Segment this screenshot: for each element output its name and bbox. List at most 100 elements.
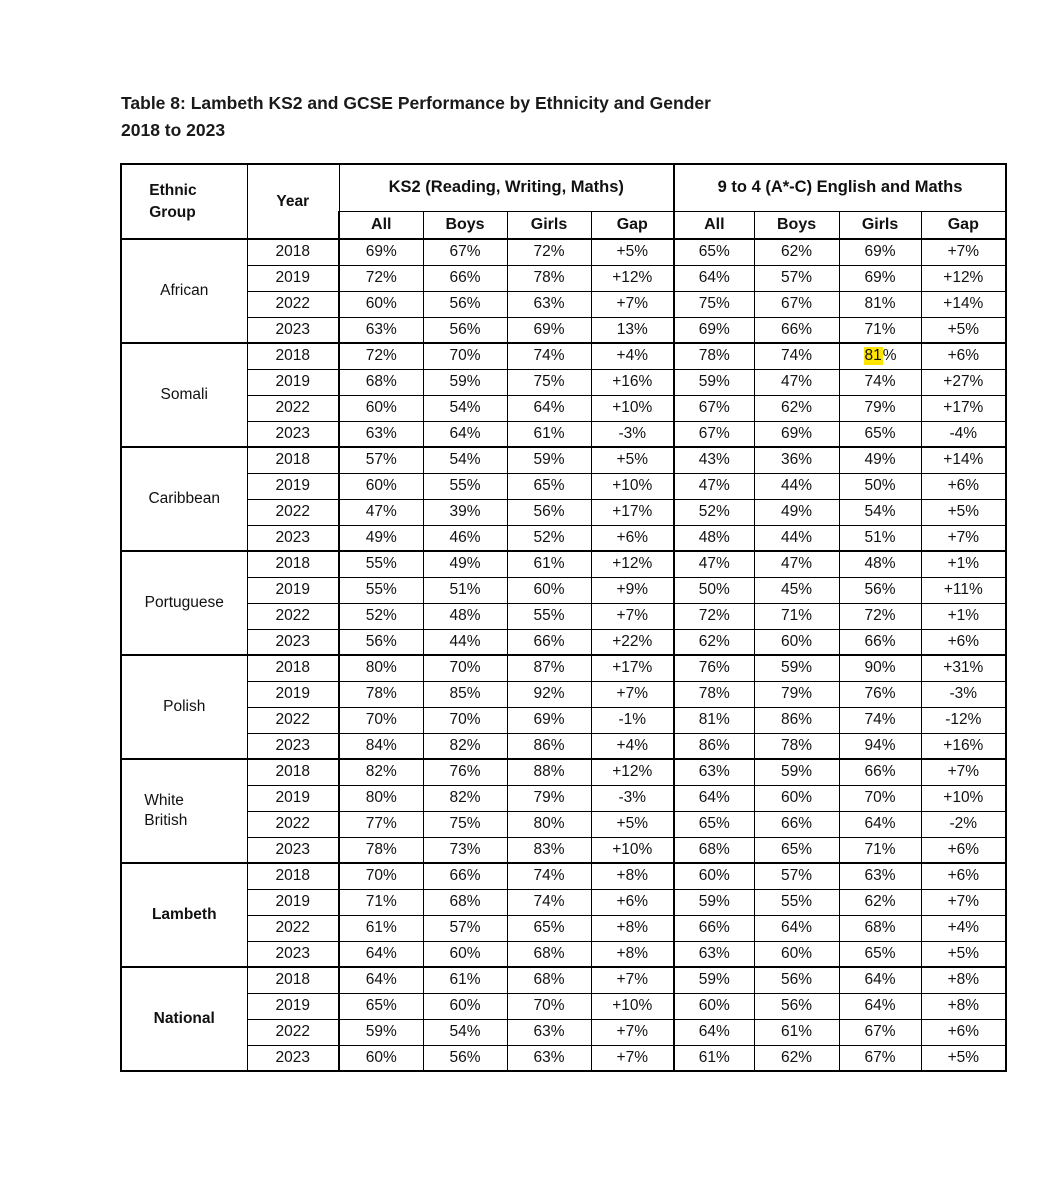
value-cell: +4% [920,914,1007,942]
value-cell: +17% [590,654,675,682]
table-row: 2023 60% 56% 63% +7% 61% 62% 67% +5% [121,1044,1007,1072]
table-row: 2022 60% 56% 63% +7% 75% 67% 81% +14% [121,290,1007,318]
value-cell: 44% [753,524,840,552]
table-row: 2023 63% 56% 69% 13% 69% 66% 71% +5% [121,316,1007,344]
value-cell: 94% [838,732,922,760]
value-cell: 63% [673,940,755,968]
value-cell: 70% [422,706,508,734]
value-cell: 86% [673,732,755,760]
year-cell: 2023 [246,420,340,448]
value-cell: 48% [838,550,922,578]
value-cell: 71% [753,602,840,630]
title-line-1: Table 8: Lambeth KS2 and GCSE Performanc… [121,93,711,113]
value-cell: 59% [753,758,840,786]
value-cell: +10% [590,472,675,500]
value-cell: 69% [753,420,840,448]
value-cell: 72% [338,264,424,292]
value-cell: +11% [920,576,1007,604]
year-cell: 2018 [246,862,340,890]
value-cell: 67% [838,1044,922,1072]
table-row: 2019 68% 59% 75% +16% 59% 47% 74% +27% [121,368,1007,396]
year-cell: 2023 [246,836,340,864]
value-cell: 64% [338,966,424,994]
value-cell: 78% [673,680,755,708]
value-cell: 48% [673,524,755,552]
value-cell: 81% [838,342,922,370]
value-cell: 43% [673,446,755,474]
value-cell: +5% [920,498,1007,526]
value-cell: 72% [673,602,755,630]
table-row: 2023 84% 82% 86% +4% 86% 78% 94% +16% [121,732,1007,760]
value-cell: 70% [422,342,508,370]
table-row: 2022 61% 57% 65% +8% 66% 64% 68% +4% [121,914,1007,942]
value-cell: 75% [673,290,755,318]
value-cell: 70% [506,992,592,1020]
value-cell: 69% [506,706,592,734]
value-cell: -12% [920,706,1007,734]
value-cell: 70% [338,706,424,734]
value-cell: 90% [838,654,922,682]
group-label-national: National [120,966,248,1072]
value-cell: 71% [838,316,922,344]
value-cell: +17% [590,498,675,526]
value-cell: +4% [590,732,675,760]
value-cell: 70% [338,862,424,890]
value-cell: 69% [838,264,922,292]
value-cell: +8% [590,914,675,942]
value-cell: 64% [838,810,922,838]
value-cell: +8% [920,966,1007,994]
value-cell: 68% [838,914,922,942]
value-cell: 54% [422,394,508,422]
value-cell: +5% [590,238,675,266]
table-row: 2019 55% 51% 60% +9% 50% 45% 56% +11% [121,576,1007,604]
value-cell: 60% [338,1044,424,1072]
value-cell: +12% [590,264,675,292]
year-cell: 2023 [246,732,340,760]
value-cell: 63% [506,1018,592,1046]
header-gcse-gap: Gap [920,210,1007,240]
value-cell: +14% [920,446,1007,474]
table-row: 2022 60% 54% 64% +10% 67% 62% 79% +17% [121,394,1007,422]
value-cell: +6% [920,862,1007,890]
value-cell: 67% [753,290,840,318]
year-cell: 2019 [246,680,340,708]
value-cell: 66% [838,628,922,656]
header-gcse-all: All [673,210,755,240]
value-cell: +5% [920,1044,1007,1072]
year-cell: 2018 [246,550,340,578]
year-cell: 2023 [246,524,340,552]
value-cell: 63% [838,862,922,890]
value-cell: 61% [753,1018,840,1046]
value-cell: +7% [590,966,675,994]
year-cell: 2019 [246,576,340,604]
value-cell: 66% [422,862,508,890]
value-cell: 85% [422,680,508,708]
table-row: 2019 80% 82% 79% -3% 64% 60% 70% +10% [121,784,1007,812]
value-cell: 68% [506,940,592,968]
table-row: National 2018 64% 61% 68% +7% 59% 56% 64% +8% [120,966,1007,1072]
table-row: Polish 2018 80% 70% 87% +17% 76% 59% 90% +31% [120,654,1007,760]
value-cell: 57% [753,862,840,890]
value-cell: 47% [753,550,840,578]
value-cell: 55% [506,602,592,630]
value-cell: 86% [506,732,592,760]
value-cell: +1% [920,550,1007,578]
value-cell: 86% [753,706,840,734]
header-ethnic-group: Ethnic Group [120,163,248,240]
value-cell: 63% [506,1044,592,1072]
value-cell: 76% [422,758,508,786]
value-cell: +5% [590,810,675,838]
value-cell: 67% [673,394,755,422]
value-cell: +6% [920,342,1007,370]
value-cell: 76% [838,680,922,708]
year-cell: 2022 [246,602,340,630]
group-label-lambeth: Lambeth [120,862,248,968]
year-cell: 2019 [246,784,340,812]
table-row: 2019 72% 66% 78% +12% 64% 57% 69% +12% [121,264,1007,292]
performance-table: Ethnic Group Year KS2 (Reading, Writing,… [120,163,1008,1072]
value-cell: 62% [753,238,840,266]
value-cell: +31% [920,654,1007,682]
value-cell: 82% [338,758,424,786]
table-row: 2019 78% 85% 92% +7% 78% 79% 76% -3% [121,680,1007,708]
